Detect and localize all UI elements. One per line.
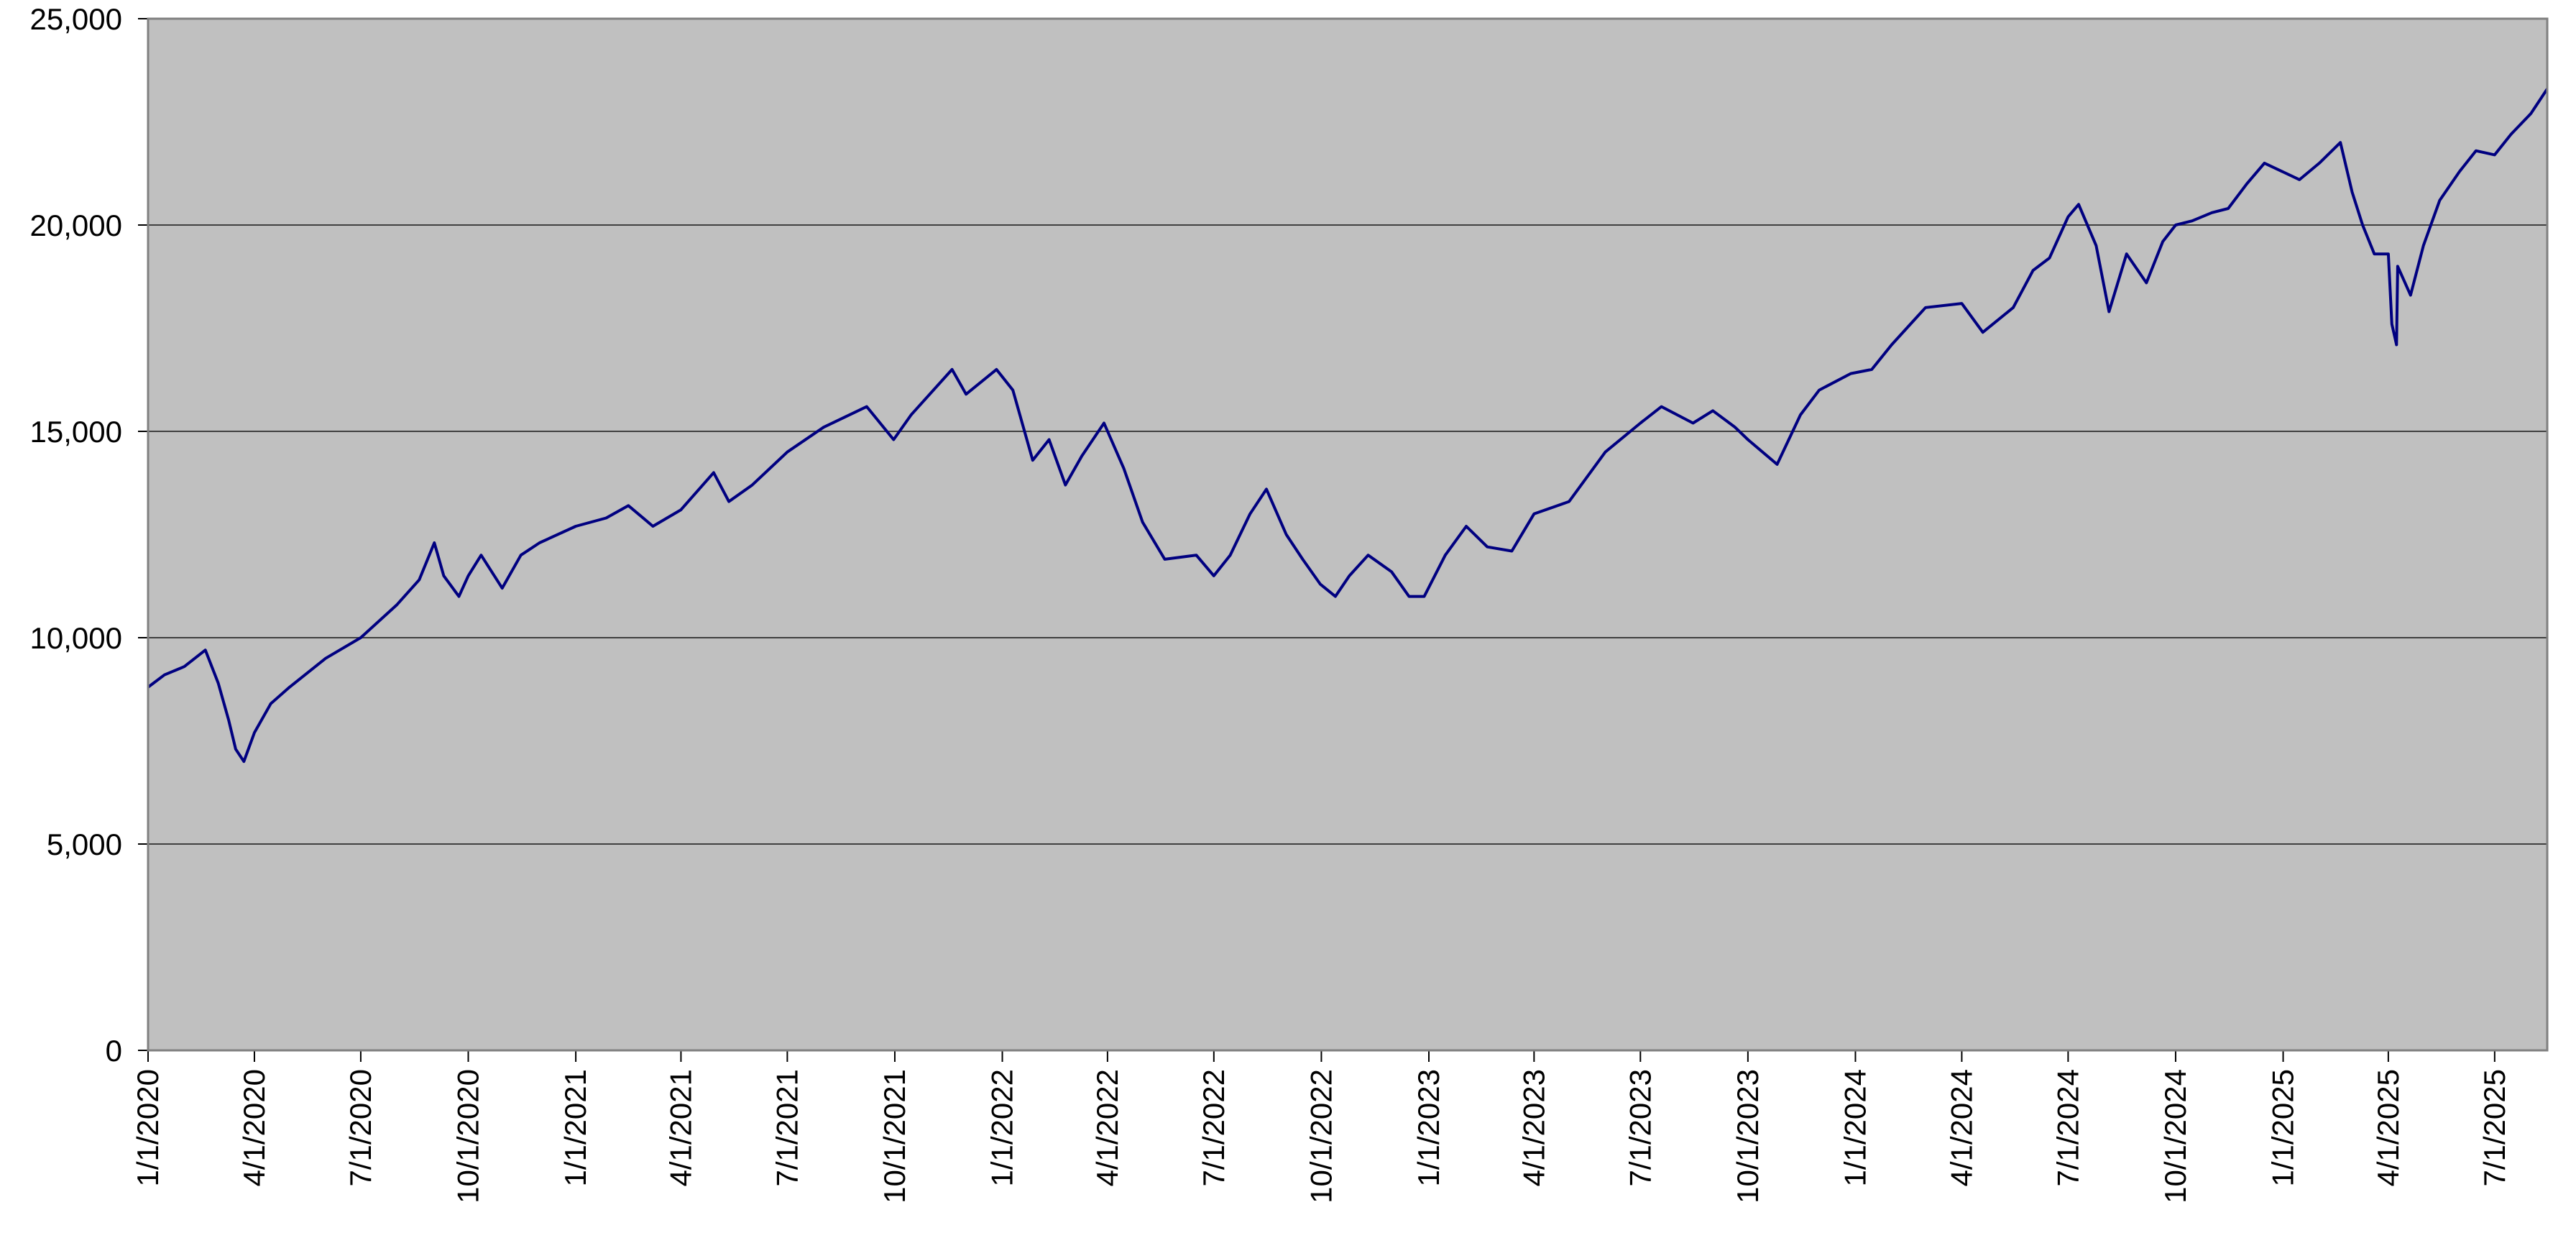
xtick-label: 4/1/2020: [237, 1069, 271, 1187]
ytick-label: 25,000: [30, 2, 122, 36]
xtick-label: 4/1/2022: [1090, 1069, 1124, 1187]
gridlines: [148, 224, 2547, 845]
xtick-label: 7/1/2024: [2051, 1069, 2084, 1187]
plot-border: [147, 17, 2549, 1052]
xtick-label: 4/1/2021: [663, 1069, 697, 1187]
ytick-label: 10,000: [30, 621, 122, 655]
ytick-label: 20,000: [30, 208, 122, 242]
xtick-label: 10/1/2023: [1731, 1069, 1765, 1203]
xtick-label: 1/1/2025: [2266, 1069, 2300, 1187]
xtick-label: 10/1/2020: [451, 1069, 485, 1203]
xtick-label: 1/1/2024: [1838, 1069, 1872, 1187]
xtick-label: 4/1/2024: [1944, 1069, 1978, 1187]
xtick-label: 10/1/2024: [2158, 1069, 2192, 1203]
xtick-label: 1/1/2022: [985, 1069, 1019, 1187]
x-axis: 1/1/2020 4/1/2020 7/1/2020 10/1/2020 1/1/202…: [131, 1049, 2547, 1203]
xtick-label: 4/1/2025: [2371, 1069, 2405, 1187]
ytick-label: 0: [106, 1034, 122, 1068]
ytick-label: 5,000: [47, 827, 122, 861]
xtick-label: 7/1/2022: [1197, 1069, 1230, 1187]
xtick-label: 4/1/2023: [1517, 1069, 1550, 1187]
xtick-label: 1/1/2020: [131, 1069, 165, 1187]
xtick-label: 7/1/2021: [770, 1069, 804, 1187]
y-axis: 0 5,000 10,000 15,000 20,000 25,000: [30, 2, 148, 1068]
xtick-label: 1/1/2023: [1412, 1069, 1445, 1187]
plot-area: [148, 19, 2547, 1050]
xtick-label: 1/1/2021: [558, 1069, 592, 1187]
xtick-label: 7/1/2020: [344, 1069, 377, 1187]
series-line: [147, 88, 2549, 764]
xtick-label: 10/1/2021: [878, 1069, 911, 1203]
xtick-label: 10/1/2022: [1304, 1069, 1338, 1203]
xtick-label: 7/1/2025: [2478, 1069, 2511, 1187]
xtick-label: 7/1/2023: [1623, 1069, 1657, 1187]
ytick-label: 15,000: [30, 415, 122, 449]
